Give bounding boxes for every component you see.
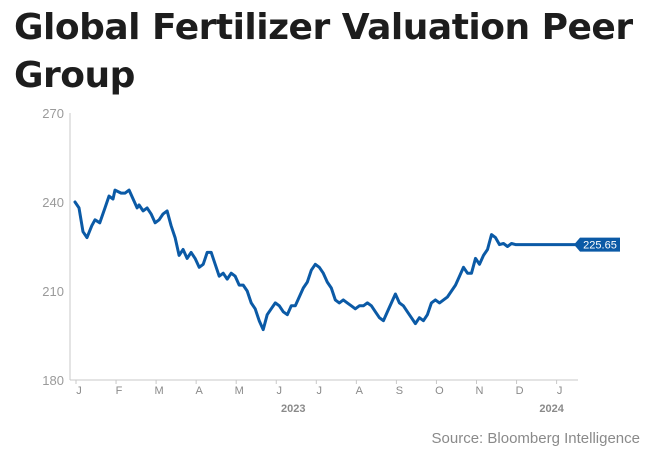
x-tick-label: J (557, 385, 563, 397)
x-tick-label: A (195, 385, 203, 397)
x-tick-label: S (396, 385, 403, 397)
y-tick-label: 180 (42, 373, 64, 388)
x-tick-label: M (235, 385, 244, 397)
year-label: 2023 (281, 403, 305, 415)
x-tick-label: J (277, 385, 283, 397)
x-tick-label: M (155, 385, 164, 397)
x-tick-label: J (76, 385, 82, 397)
x-tick-label: J (317, 385, 323, 397)
x-tick-label: F (116, 385, 123, 397)
x-tick-label: O (435, 385, 444, 397)
x-tick-label: N (476, 385, 484, 397)
chart-title: Global Fertilizer Valuation Peer Group (14, 7, 633, 96)
end-value-label: 225.65 (583, 240, 617, 252)
x-tick-label: A (356, 385, 364, 397)
chart-source: Source: Bloomberg Intelligence (431, 430, 640, 447)
end-value-badge (574, 237, 620, 252)
y-tick-label: 270 (42, 106, 64, 121)
y-tick-label: 210 (42, 284, 64, 299)
y-tick-label: 240 (42, 195, 64, 210)
year-label: 2024 (539, 403, 564, 415)
series-line (73, 188, 578, 332)
x-tick-label: D (516, 385, 524, 397)
